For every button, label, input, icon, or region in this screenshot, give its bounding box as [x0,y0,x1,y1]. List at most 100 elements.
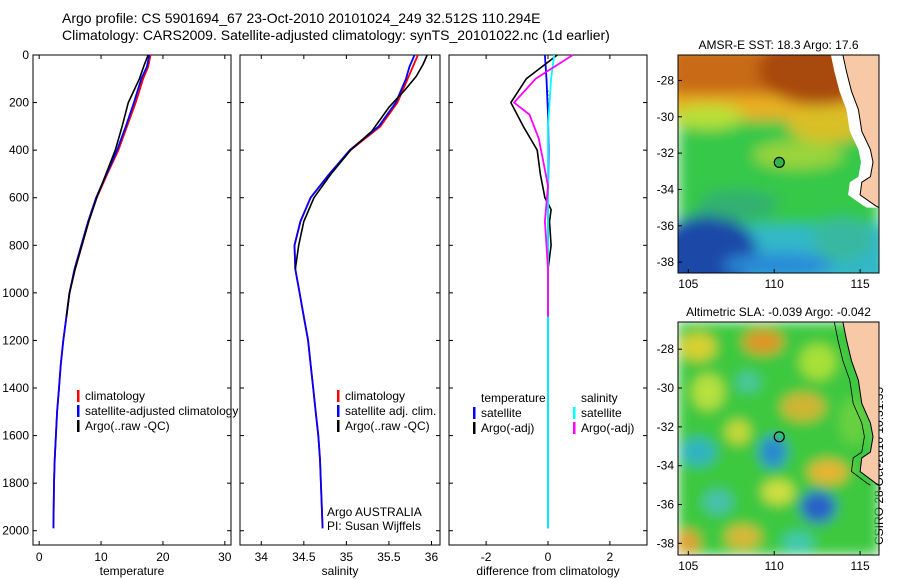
y-tick-label: 1400 [2,381,29,395]
x-tick-label: 34.5 [292,550,316,564]
shelf-contour [833,322,871,486]
legend-label: satellite-adjusted climatology [85,404,238,418]
series-line-salinity-argo-adj- [513,54,574,317]
lat-tick-label: -34 [657,459,675,473]
map-title: AMSR-E SST: 18.3 Argo: 17.6 [698,38,858,52]
x-tick-label: 10 [94,550,108,564]
legend-label: satellite adj. clim. [345,404,436,418]
legend-swatch [473,422,476,434]
legend-label: climatology [85,389,145,403]
argo-position-marker [773,431,785,443]
x-tick-label: 34 [255,550,269,564]
x-tick-label: 35 [340,550,354,564]
legend-header: temperature [481,391,546,405]
map-field [678,322,879,555]
x-tick-label: 30 [218,550,232,564]
legend-swatch [473,407,476,419]
y-tick-label: 1600 [2,429,29,443]
x-axis-label: salinity [322,564,359,578]
legend-swatch [337,390,340,402]
lon-tick-label: 105 [678,277,698,291]
lon-tick-label: 110 [765,559,784,573]
x-tick-label: 0 [545,550,552,564]
land [842,55,879,208]
figure-title: Argo profile: CS 5901694_67 23-Oct-2010 … [62,10,541,26]
masked-shelf [830,55,879,208]
legend-label: climatology [345,389,405,403]
coastline [842,55,879,209]
x-axis-label: difference from climatology [476,564,619,578]
map-frame [677,54,880,274]
lat-tick-label: -38 [657,255,675,269]
figure-subtitle: Climatology: CARS2009. Satellite-adjuste… [62,27,610,43]
lat-tick-label: -30 [657,110,675,124]
lat-tick-label: -34 [657,182,675,196]
lat-tick-label: -32 [657,146,675,160]
lat-tick-label: -28 [657,73,675,87]
lat-tick-label: -36 [657,219,675,233]
y-tick-label: 0 [22,48,29,62]
annotation-text: PI: Susan Wijffels [327,519,421,533]
series-line-argo-raw-qc- [294,54,428,270]
argo-position-marker [773,156,785,169]
legend-swatch [77,405,80,417]
legend-label: Argo(..raw -QC) [345,419,430,433]
lat-tick-label: -32 [657,420,675,434]
x-tick-label: 35.5 [377,550,401,564]
legend-swatch [573,422,576,434]
lat-tick-label: -30 [657,381,675,395]
lat-tick-label: -36 [657,498,675,512]
lat-tick-label: -38 [657,536,675,550]
x-tick-label: -2 [481,550,492,564]
lon-tick-label: 105 [678,559,698,573]
coastline [842,322,879,486]
legend-swatch [337,405,340,417]
y-tick-label: 200 [9,96,29,110]
x-tick-label: 2 [607,550,614,564]
map-frame [677,321,880,556]
legend-label: Argo(-adj) [581,421,634,435]
y-tick-label: 600 [9,191,29,205]
legend-swatch [77,390,80,402]
legend-label: Argo(..raw -QC) [85,419,170,433]
land [842,322,879,486]
color-field [678,322,879,555]
legend-header: salinity [581,391,618,405]
series-line-argo-raw-qc- [65,54,149,317]
legend-swatch [337,420,340,432]
y-tick-label: 1000 [2,286,29,300]
x-tick-label: 36 [425,550,439,564]
color-field [678,55,879,273]
plot-frame [32,54,232,546]
legend-label: satellite [481,406,522,420]
legend-label: satellite [581,406,622,420]
map-field [678,55,879,273]
y-tick-label: 400 [9,143,29,157]
legend-swatch [573,407,576,419]
x-tick-label: 20 [156,550,170,564]
series-line-satellite-adjusted-climatology [52,54,151,529]
sla-map: Altimetric SLA: -0.039 Argo: -0.042 105 11… [657,305,880,573]
sst-map: AMSR-E SST: 18.3 Argo: 17.6 105 110 115 -28 -… [657,38,880,291]
series-line-climatology [52,54,152,529]
x-axis-label: temperature [100,564,165,578]
plot-frame [239,54,441,546]
y-tick-label: 1200 [2,333,29,347]
series-line-temperature-argo-adj- [510,54,558,270]
lon-tick-label: 115 [851,559,870,573]
lon-tick-label: 110 [765,277,784,291]
legend-label: Argo(-adj) [481,421,534,435]
series-line-climatology [293,54,419,529]
salinity-profile: 34 34.5 35 35.5 36 salinity climatologysatelli… [239,54,441,578]
lat-tick-label: -28 [657,342,675,356]
series-line-satellite-adj-clim- [293,54,416,529]
legend-swatch [77,420,80,432]
y-tick-label: 2000 [2,524,29,538]
x-tick-label: 0 [36,550,43,564]
y-tick-label: 1800 [2,476,29,490]
temperature-profile: 0 10 20 30 0 200 400 600 800 1000 1200 1400 1600 1800… [2,48,238,578]
series-line-salinity-satellite [547,54,556,529]
map-title: Altimetric SLA: -0.039 Argo: -0.042 [686,305,871,319]
